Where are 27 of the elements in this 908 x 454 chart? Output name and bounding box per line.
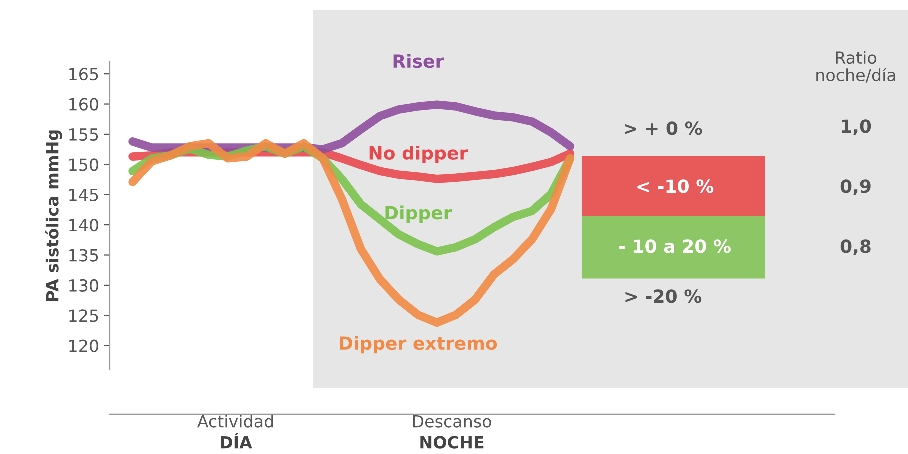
y-tick-label: 130	[70, 279, 98, 292]
text: DÍA	[221, 433, 252, 449]
series-label: Dipper	[386, 206, 452, 224]
text: < -10 %	[638, 180, 714, 194]
series-label: Dipper extremo	[340, 336, 498, 354]
text: 0,8	[840, 240, 871, 256]
text: - 10 a 20 %	[619, 240, 732, 254]
text: 1,0	[842, 120, 872, 136]
text: > -20 %	[626, 290, 702, 304]
y-tick-label: 160	[70, 98, 98, 111]
y-tick-label: 165	[70, 68, 98, 81]
y-tick-label: 120	[70, 340, 98, 352]
text: 0,9	[840, 180, 871, 196]
series-label: No dipper	[370, 146, 468, 164]
y-axis-title: PA sistólica mmHg	[45, 130, 62, 302]
text: > + 0 %	[625, 122, 702, 136]
text: NOCHE	[420, 436, 484, 449]
text: Descanso	[413, 415, 492, 428]
text: Ratio noche/día	[816, 51, 896, 83]
y-tick-label: 145	[70, 189, 98, 202]
text: Riser	[394, 54, 444, 68]
y-tick-label: 155	[70, 128, 98, 142]
y-tick-label: 150	[70, 158, 98, 172]
y-tick-label: 125	[70, 310, 98, 322]
y-tick-label: 135	[70, 249, 98, 262]
text: Actividad	[197, 414, 274, 428]
y-tick-label: 140	[70, 219, 98, 232]
